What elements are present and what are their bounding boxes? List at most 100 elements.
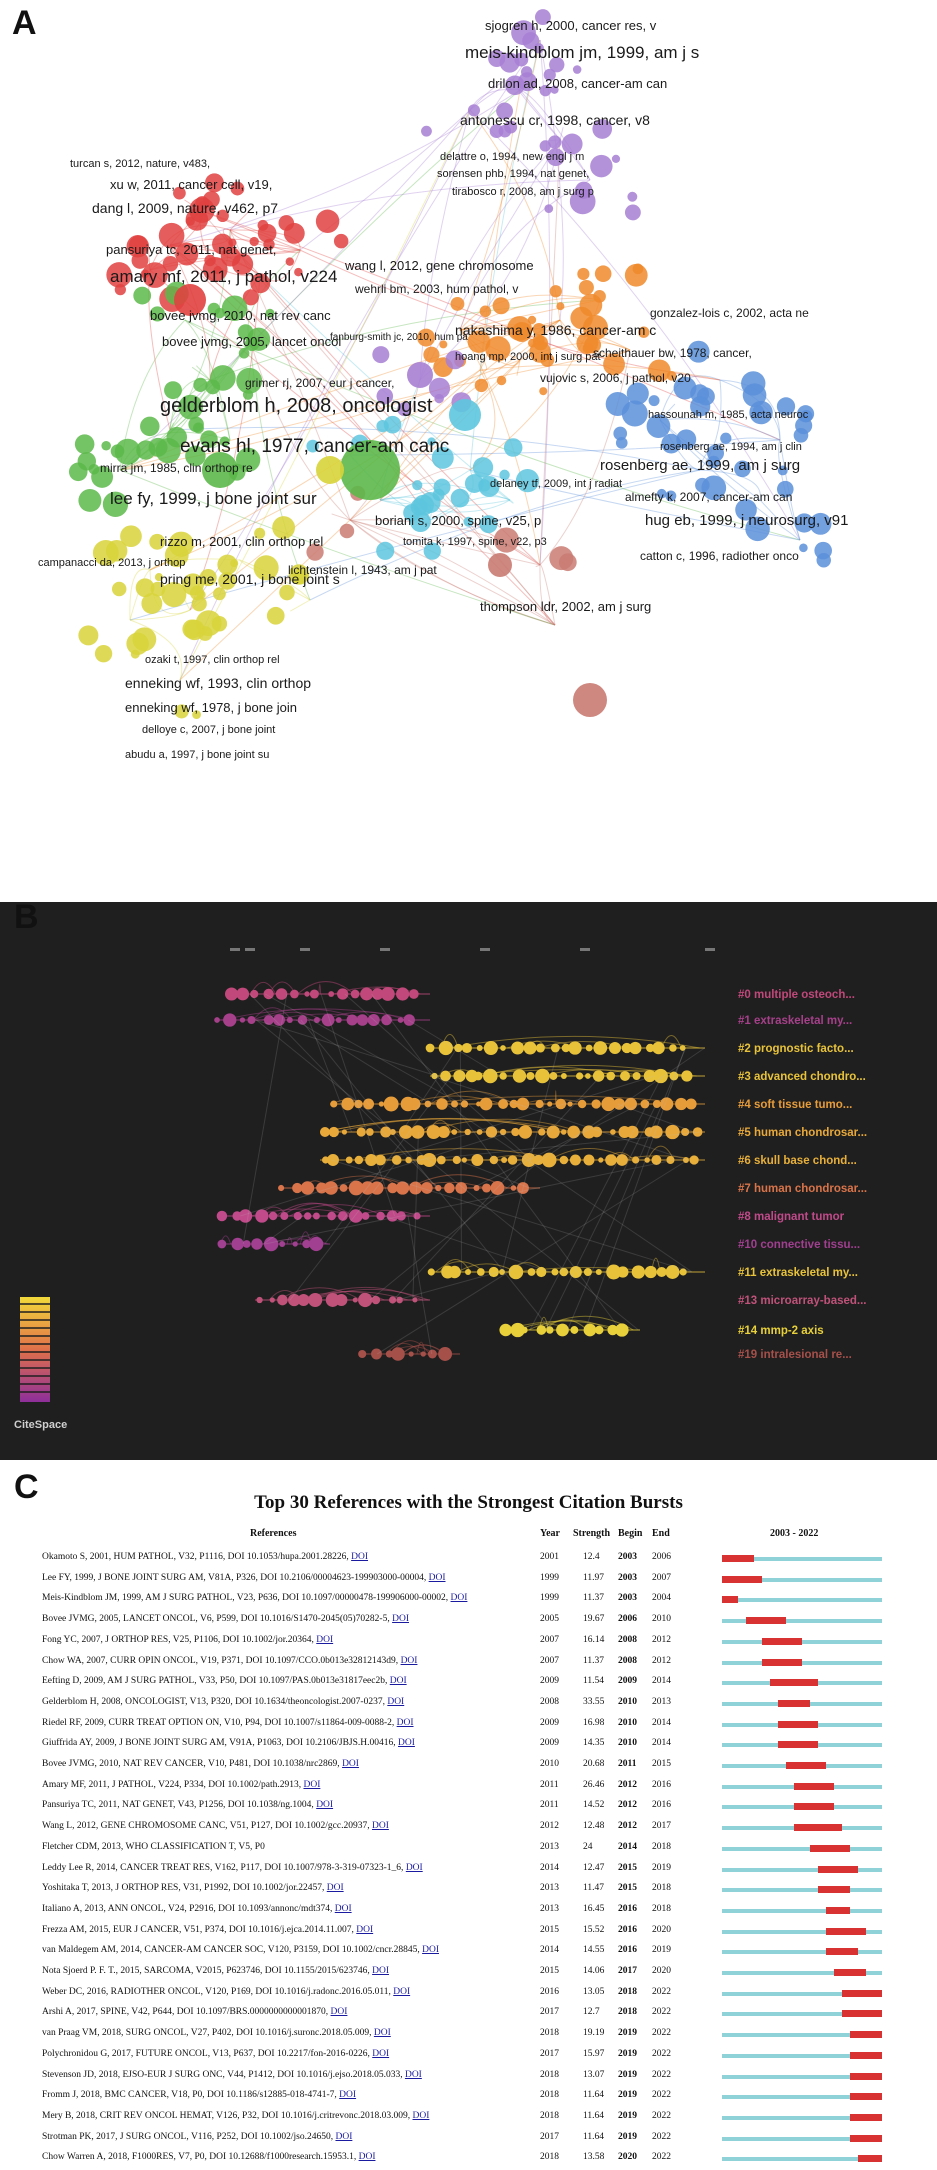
doi-link[interactable]: DOI xyxy=(334,1903,352,1914)
header-span: 2003 - 2022 xyxy=(770,1528,819,1539)
burst-reference: Weber DC, 2016, RADIOTHER ONCOL, V120, P… xyxy=(42,1987,532,1997)
timeline-node xyxy=(471,1154,484,1166)
doi-link[interactable]: DOI xyxy=(335,2131,353,2142)
doi-link[interactable]: DOI xyxy=(358,2152,376,2163)
burst-year: 2010 xyxy=(540,1759,559,1769)
timeline-cross-link xyxy=(397,1271,499,1301)
network-node xyxy=(250,273,271,294)
timeline-cross-link xyxy=(584,1047,686,1331)
doi-link[interactable]: DOI xyxy=(396,1717,414,1728)
burst-strength: 16.45 xyxy=(583,1903,605,1914)
timeline-arc xyxy=(448,1035,700,1049)
burst-reference: Gelderblom H, 2008, ONCOLOGIST, V13, P32… xyxy=(42,1697,532,1707)
doi-link[interactable]: DOI xyxy=(393,1986,411,1997)
burst-end: 2022 xyxy=(652,2131,671,2142)
doi-link[interactable]: DOI xyxy=(316,1800,334,1811)
burst-period xyxy=(818,1886,850,1894)
doi-link[interactable]: DOI xyxy=(404,2069,422,2080)
timeline-node xyxy=(536,1266,547,1278)
doi-link[interactable]: DOI xyxy=(326,1883,344,1894)
doi-link[interactable]: DOI xyxy=(389,1676,407,1687)
panel-b-timeline-view: B #0 multiple osteoch... #1 extraskeletal… xyxy=(0,898,937,1460)
timeline-node xyxy=(263,988,274,1000)
timeline-node xyxy=(313,1017,320,1023)
timeline-arc xyxy=(308,1287,423,1301)
doi-link[interactable]: DOI xyxy=(316,1634,334,1645)
burst-row: Amary MF, 2011, J PATHOL, V224, P334, DO… xyxy=(0,1776,937,1797)
timeline-node xyxy=(595,1268,602,1276)
doi-link[interactable]: DOI xyxy=(372,1966,389,1976)
network-node xyxy=(504,120,518,134)
burst-begin: 2018 xyxy=(618,1986,637,1997)
network-node-label: mirra jm, 1985, clin orthop re xyxy=(100,461,253,475)
timeline-node xyxy=(606,1071,616,1081)
timeline-cross-link xyxy=(376,1159,688,1355)
network-link xyxy=(196,365,211,381)
doi-link[interactable]: DOI xyxy=(372,2048,390,2059)
reference-text: Amary MF, 2011, J PATHOL, V224, P334, DO… xyxy=(42,1779,304,1790)
network-hub-node xyxy=(340,440,400,500)
doi-link[interactable]: DOI xyxy=(428,1572,446,1583)
network-node xyxy=(237,324,254,340)
timeline-cross-link xyxy=(529,1075,663,1331)
timeline-node xyxy=(214,1017,220,1023)
network-node xyxy=(576,332,599,354)
timeline-node xyxy=(665,1124,680,1140)
network-node xyxy=(162,256,179,272)
network-link xyxy=(535,564,541,568)
burst-row: Wang L, 2012, GENE CHROMOSOME CANC, V51,… xyxy=(0,1817,937,1838)
network-link xyxy=(539,564,556,626)
doi-link[interactable]: DOI xyxy=(387,1696,405,1707)
doi-link[interactable]: DOI xyxy=(371,1821,389,1832)
reference-text: Eefting D, 2009, AM J SURG PATHOL, V33, … xyxy=(42,1676,390,1687)
network-node-label: campanacci da, 2013, j orthop xyxy=(38,557,185,569)
timeline-node xyxy=(356,1014,369,1026)
network-node xyxy=(217,554,238,575)
timeline-node xyxy=(408,1351,414,1357)
doi-link[interactable]: DOI xyxy=(392,1614,409,1625)
doi-link[interactable]: DOI xyxy=(405,1862,423,1873)
timeline-node xyxy=(345,1156,353,1164)
network-link xyxy=(349,519,541,566)
burst-strength: 11.64 xyxy=(583,2110,605,2121)
network-node-label: drilon ad, 2008, cancer-am can xyxy=(488,76,667,91)
burst-row: Arshi A, 2017, SPINE, V42, P644, DOI 10.… xyxy=(0,2003,937,2024)
network-node xyxy=(230,181,245,196)
reference-text: Chow WA, 2007, CURR OPIN ONCOL, V19, P37… xyxy=(42,1655,401,1666)
network-node xyxy=(493,527,519,553)
doi-link[interactable]: DOI xyxy=(450,1593,468,1604)
burst-period xyxy=(842,2010,882,2018)
doi-link[interactable]: DOI xyxy=(351,1552,369,1562)
doi-link[interactable]: DOI xyxy=(342,1759,359,1769)
timeline-cross-link xyxy=(418,1131,702,1161)
timeline-arc xyxy=(322,1118,565,1133)
timeline-node xyxy=(585,1044,593,1052)
network-node xyxy=(142,262,168,288)
doi-link[interactable]: DOI xyxy=(330,2007,348,2018)
reference-text: van Praag VM, 2018, SURG ONCOL, V27, P40… xyxy=(42,2028,374,2039)
burst-end: 2022 xyxy=(652,2069,671,2080)
doi-link[interactable]: DOI xyxy=(373,2028,391,2039)
burst-timeline xyxy=(722,1927,882,1935)
doi-link[interactable]: DOI xyxy=(398,1738,415,1749)
doi-link[interactable]: DOI xyxy=(303,1779,321,1790)
network-node xyxy=(120,525,142,548)
burst-strength: 11.64 xyxy=(583,2131,605,2142)
doi-link[interactable]: DOI xyxy=(400,1655,418,1666)
burst-year: 2014 xyxy=(540,1945,559,1956)
doi-link[interactable]: DOI xyxy=(356,1924,374,1935)
network-node xyxy=(575,181,593,199)
network-node xyxy=(236,367,263,394)
doi-link[interactable]: DOI xyxy=(412,2110,430,2121)
doi-link[interactable]: DOI xyxy=(339,2090,357,2101)
burst-row: Meis-Kindblom JM, 1999, AM J SURG PATHOL… xyxy=(0,1589,937,1610)
burst-period xyxy=(794,1782,834,1790)
timeline-node xyxy=(321,1013,335,1027)
burst-reference: Yoshitaka T, 2013, J ORTHOP RES, V31, P1… xyxy=(42,1883,532,1893)
burst-begin: 2003 xyxy=(618,1552,637,1562)
network-link xyxy=(759,499,778,519)
timeline-node xyxy=(223,1013,237,1027)
timeline-node xyxy=(582,1125,596,1139)
doi-link[interactable]: DOI xyxy=(422,1945,439,1956)
burst-reference: Stevenson JD, 2018, EJSO-EUR J SURG ONC,… xyxy=(42,2070,532,2080)
